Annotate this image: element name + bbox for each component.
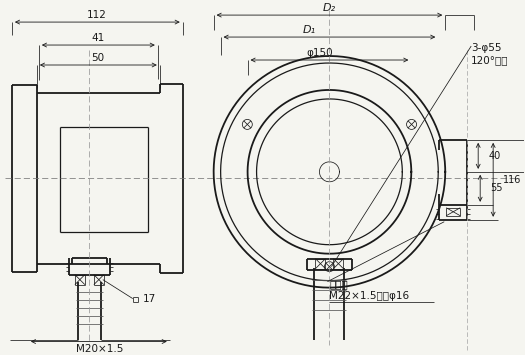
Text: 116: 116 (503, 175, 521, 185)
Text: 3-φ55: 3-φ55 (471, 43, 502, 53)
Text: 120°均布: 120°均布 (471, 55, 509, 65)
Text: 50: 50 (91, 53, 104, 63)
Text: D₁: D₁ (303, 25, 316, 35)
Text: M20×1.5: M20×1.5 (76, 344, 123, 354)
Text: 17: 17 (143, 294, 156, 304)
Text: D₂: D₂ (323, 3, 336, 13)
Text: 40: 40 (488, 151, 500, 161)
Text: 55: 55 (490, 183, 502, 193)
Text: φ150: φ150 (306, 48, 333, 58)
Text: 41: 41 (91, 33, 104, 43)
Text: 112: 112 (87, 10, 107, 20)
Text: 配线口: 配线口 (330, 280, 348, 290)
Text: M22×1.5内孔φ16: M22×1.5内孔φ16 (330, 291, 410, 301)
